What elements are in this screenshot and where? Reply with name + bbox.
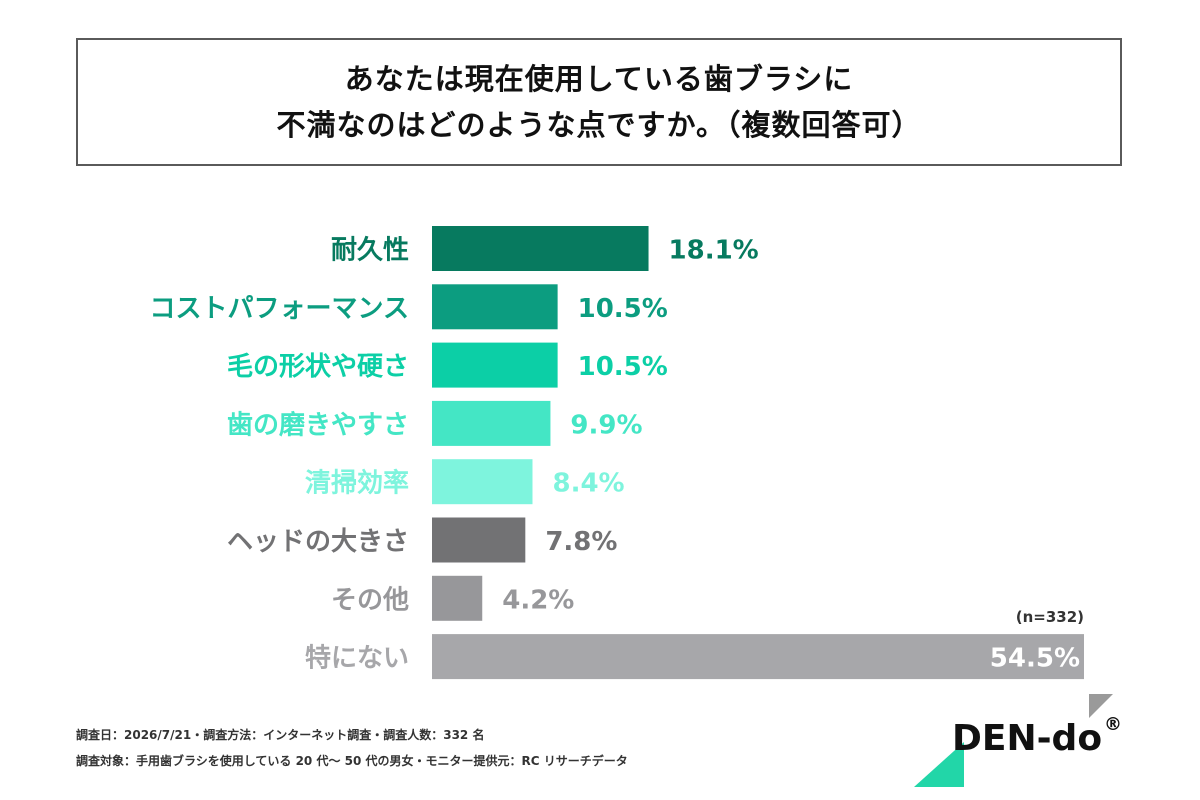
data-label: 9.9%	[570, 410, 642, 440]
data-label: 10.5%	[578, 294, 668, 324]
bar	[432, 459, 533, 505]
category-label: 歯の磨きやすさ	[227, 410, 409, 440]
logo-accent-mark	[914, 742, 964, 787]
category-label: 毛の形状や硬さ	[227, 352, 409, 382]
logo-registered-mark: ®	[1104, 714, 1123, 735]
data-label: 4.2%	[502, 585, 574, 615]
footer: 調査日：2026/7/21・調査方法：インターネット調査・調査人数：332 名 …	[76, 722, 628, 774]
category-label: 耐久性	[331, 236, 409, 266]
logo-corner-mark	[1089, 694, 1113, 718]
logo: DEN-do ®	[914, 688, 1122, 798]
bar	[432, 517, 526, 563]
logo-decoration	[914, 694, 1113, 787]
data-label: 8.4%	[552, 469, 624, 499]
bar	[432, 575, 483, 621]
logo-wordmark: DEN-do	[952, 718, 1103, 759]
bar	[432, 226, 649, 271]
category-label: 清掃効率	[305, 468, 409, 499]
category-label: その他	[331, 585, 409, 615]
title-box: あなたは現在使用している歯ブラシに 不満なのはどのような点ですか。（複数回答可）	[76, 38, 1122, 166]
bar-chart: 耐久性 18.1% コストパフォーマンス 10.5% 毛の形状や硬さ 10.5% 歯の磨きや…	[150, 226, 1084, 680]
bar	[432, 342, 558, 388]
category-label: コストパフォーマンス	[150, 294, 409, 324]
category-label: ヘッドの大きさ	[227, 527, 409, 557]
bar	[432, 634, 1084, 680]
bar	[432, 284, 558, 330]
data-label: 54.5%	[990, 644, 1080, 674]
category-label: 特にない	[305, 643, 409, 674]
data-label: 7.8%	[545, 527, 617, 557]
logo-text: DEN-do ®	[952, 714, 1122, 759]
bar	[432, 400, 551, 446]
footer-survey-target: 調査対象：手用歯ブラシを使用している 20 代〜 50 代の男女・モニター提供元…	[76, 754, 628, 768]
data-label: 10.5%	[578, 352, 668, 382]
title-line-2: 不満なのはどのような点ですか。（複数回答可）	[276, 108, 922, 142]
footer-survey-info: 調査日：2026/7/21・調査方法：インターネット調査・調査人数：332 名	[76, 728, 485, 742]
sample-size-note: (n=332)	[1016, 608, 1084, 626]
data-label: 18.1%	[669, 236, 759, 266]
title-line-1: あなたは現在使用している歯ブラシに	[344, 62, 854, 96]
